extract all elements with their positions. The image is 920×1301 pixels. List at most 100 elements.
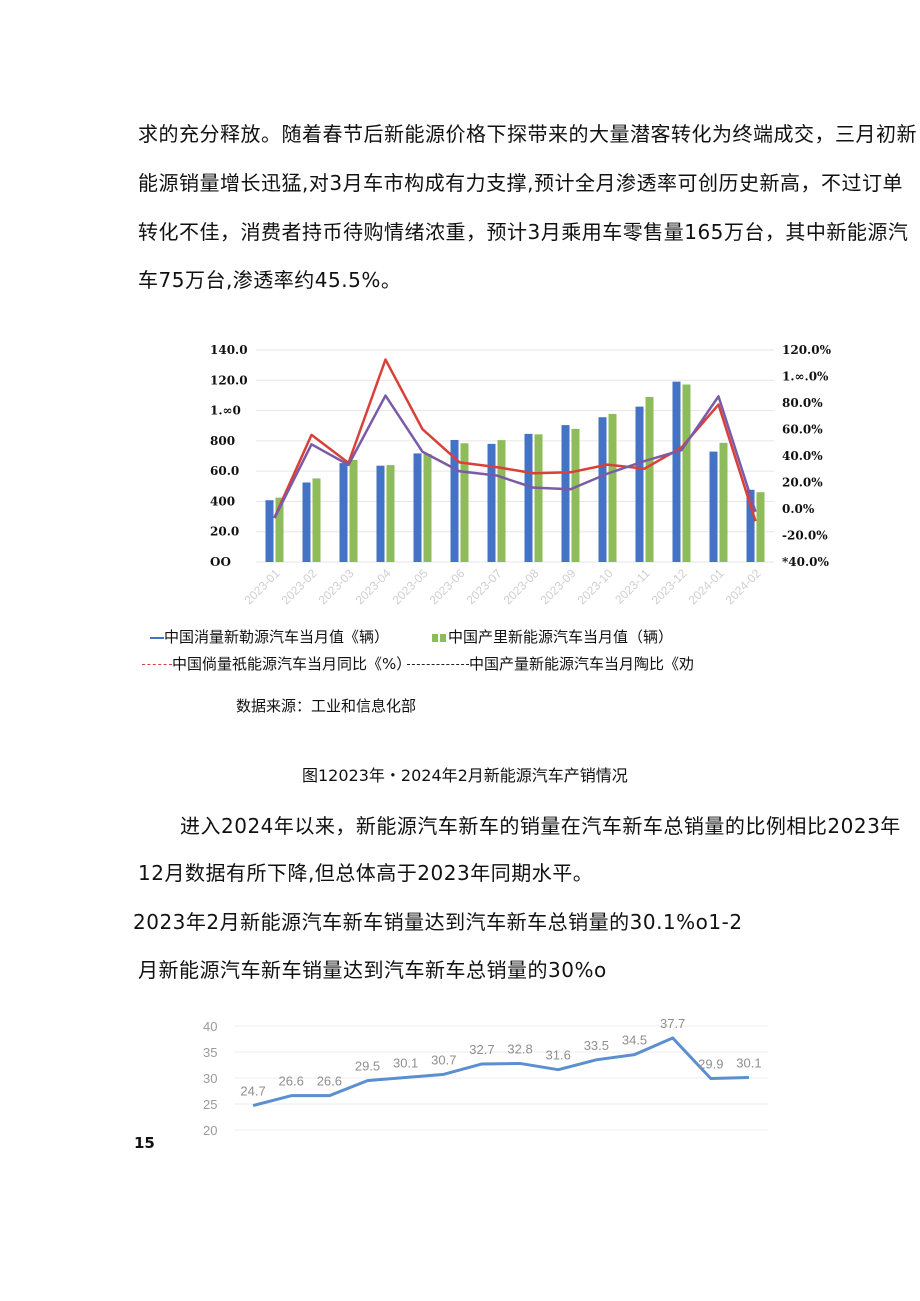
page-number: 15	[134, 1134, 155, 1152]
production-bar	[423, 454, 432, 562]
legend-line-swatch	[142, 664, 172, 665]
x-tick-label: 2023-05	[390, 566, 431, 607]
x-tick-label: 2023-06	[427, 566, 468, 607]
production-bar	[497, 440, 506, 562]
y-tick-label: 40	[203, 1019, 217, 1034]
y2-tick-label: 40.0%	[782, 449, 823, 463]
body-line: 月新能源汽车新车销量达到汽车新车总销量的30%o	[138, 958, 607, 982]
y-tick-label: 30	[203, 1071, 217, 1086]
y-tick-label: 60.0	[210, 464, 239, 478]
legend-bar-swatch	[432, 634, 438, 642]
penetration-chart: 40 35 30 25 20 24.7 26.6 26.6 29.5 30.1 30.7 32.7 32…	[203, 1016, 768, 1138]
x-tick-label: 2024-01	[686, 566, 727, 607]
legend-line-swatch	[407, 664, 469, 665]
data-label: 29.5	[355, 1059, 380, 1074]
legend-sales-yoy: 中国倘量祇能源汽车当月同比《%）	[142, 653, 411, 674]
production-bar	[571, 428, 580, 562]
data-label: 29.9	[698, 1057, 723, 1072]
production-bar	[460, 443, 469, 562]
figure-caption: 图12023年・2024年2月新能源汽车产销情况	[302, 766, 628, 785]
data-label: 30.7	[431, 1052, 456, 1067]
production-bar	[312, 478, 321, 562]
x-tick-label: 2023-08	[501, 566, 542, 607]
production-bar	[608, 413, 617, 562]
x-tick-label: 2023-12	[649, 566, 690, 607]
production-bar	[645, 396, 654, 562]
x-tick-label: 2023-10	[575, 566, 616, 607]
data-label: 32.8	[507, 1041, 532, 1056]
legend-label: 中国消量新勒源汽车当月值《辆）	[164, 628, 390, 646]
body-line: 进入2024年以来，新能源汽车新车的销量在汽车新车总销量的比例相比2023年	[180, 814, 901, 838]
y-tick-label: 25	[203, 1097, 217, 1112]
legend-prod-bar: 中国产里新能源汽车当月值（辆）	[432, 626, 673, 647]
data-label: 30.1	[736, 1055, 761, 1070]
y2-tick-label: 120.0%	[782, 343, 832, 357]
body-line: 2023年2月新能源汽车新车销量达到汽车新车总销量的30.1%o1-2	[133, 910, 743, 934]
y-tick-label: 800	[210, 434, 235, 448]
sales-bar	[339, 463, 348, 562]
legend-label: 中国产里新能源汽车当月值（辆）	[448, 628, 674, 646]
production-bar	[719, 442, 728, 562]
x-tick-label: 2023-01	[242, 566, 283, 607]
production-sales-chart: 140.0 120.0 1.∞0 800 60.0 400 20.0 OO 120.0% 1.∞.…	[210, 343, 832, 607]
sales-bar	[709, 451, 718, 562]
sales-bar	[376, 465, 385, 562]
sales-bar	[598, 417, 607, 562]
legend-label: 中国倘量祇能源汽车当月同比《%）	[172, 655, 412, 673]
production-bar	[756, 492, 765, 562]
sales-bar	[413, 453, 422, 562]
data-source: 数据来源：工业和信息化部	[236, 697, 417, 715]
intro-line: 车75万台,渗透率约45.5%。	[138, 268, 402, 292]
data-label: 32.7	[469, 1042, 494, 1057]
data-label: 24.7	[240, 1084, 265, 1099]
legend-prod-yoy: 中国产量新能源汽车当月陶比《劝	[407, 653, 694, 674]
y2-tick-label: 0.0%	[782, 502, 815, 516]
legend-sales-bar: 中国消量新勒源汽车当月值《辆）	[150, 626, 389, 647]
sales-bar	[302, 482, 311, 562]
production-bar	[275, 497, 284, 562]
sales-bar	[672, 381, 681, 562]
x-tick-label: 2023-02	[279, 566, 320, 607]
sales-bar	[746, 489, 755, 562]
data-label: 33.5	[584, 1038, 609, 1053]
x-tick-label: 2023-04	[353, 566, 394, 607]
intro-line: 求的充分释放。随着春节后新能源价格下探带来的大量潜客转化为终端成交，三月初新	[138, 122, 917, 146]
legend-line-swatch	[150, 636, 164, 639]
sales-bar	[635, 406, 644, 562]
intro-line: 转化不佳，消费者持币待购情绪浓重，预计3月乘用车零售量165万台，其中新能源汽	[138, 220, 909, 244]
sales-bar	[265, 500, 274, 562]
sales-bar	[487, 443, 496, 562]
y-tick-label: OO	[210, 555, 231, 569]
sales-bar	[524, 433, 533, 562]
production-yoy-line	[273, 394, 757, 519]
x-tick-label: 2023-03	[316, 566, 357, 607]
y2-tick-label: -20.0%	[782, 529, 828, 543]
data-label: 31.6	[546, 1048, 571, 1063]
production-bar	[682, 384, 691, 562]
data-label: 37.7	[660, 1016, 685, 1031]
y2-tick-label: 20.0%	[782, 476, 823, 490]
y-tick-label: 120.0	[210, 373, 248, 387]
sales-bar	[450, 439, 459, 562]
data-label: 34.5	[622, 1033, 647, 1048]
x-tick-label: 2023-07	[464, 566, 505, 607]
penetration-line	[252, 1036, 749, 1108]
data-label: 30.1	[393, 1055, 418, 1070]
legend-bar-swatch	[440, 634, 446, 642]
y-tick-label: 140.0	[210, 343, 248, 357]
data-label: 26.6	[279, 1074, 304, 1089]
production-bar	[534, 434, 543, 562]
y2-tick-label: 60.0%	[782, 423, 823, 437]
y-tick-label: 1.∞0	[210, 404, 241, 418]
x-tick-label: 2024-02	[723, 566, 764, 607]
y2-tick-label: 80.0%	[782, 396, 823, 410]
y-tick-label: 20.0	[210, 525, 239, 539]
legend-label: 中国产量新能源汽车当月陶比《劝	[469, 655, 695, 673]
production-bar	[349, 459, 358, 562]
sales-bar	[561, 425, 570, 562]
x-tick-label: 2023-11	[612, 566, 653, 607]
data-label: 26.6	[317, 1074, 342, 1089]
x-tick-label: 2023-09	[538, 566, 579, 607]
y-tick-label: 35	[203, 1045, 217, 1060]
y2-tick-label: 1.∞.0%	[782, 370, 829, 384]
